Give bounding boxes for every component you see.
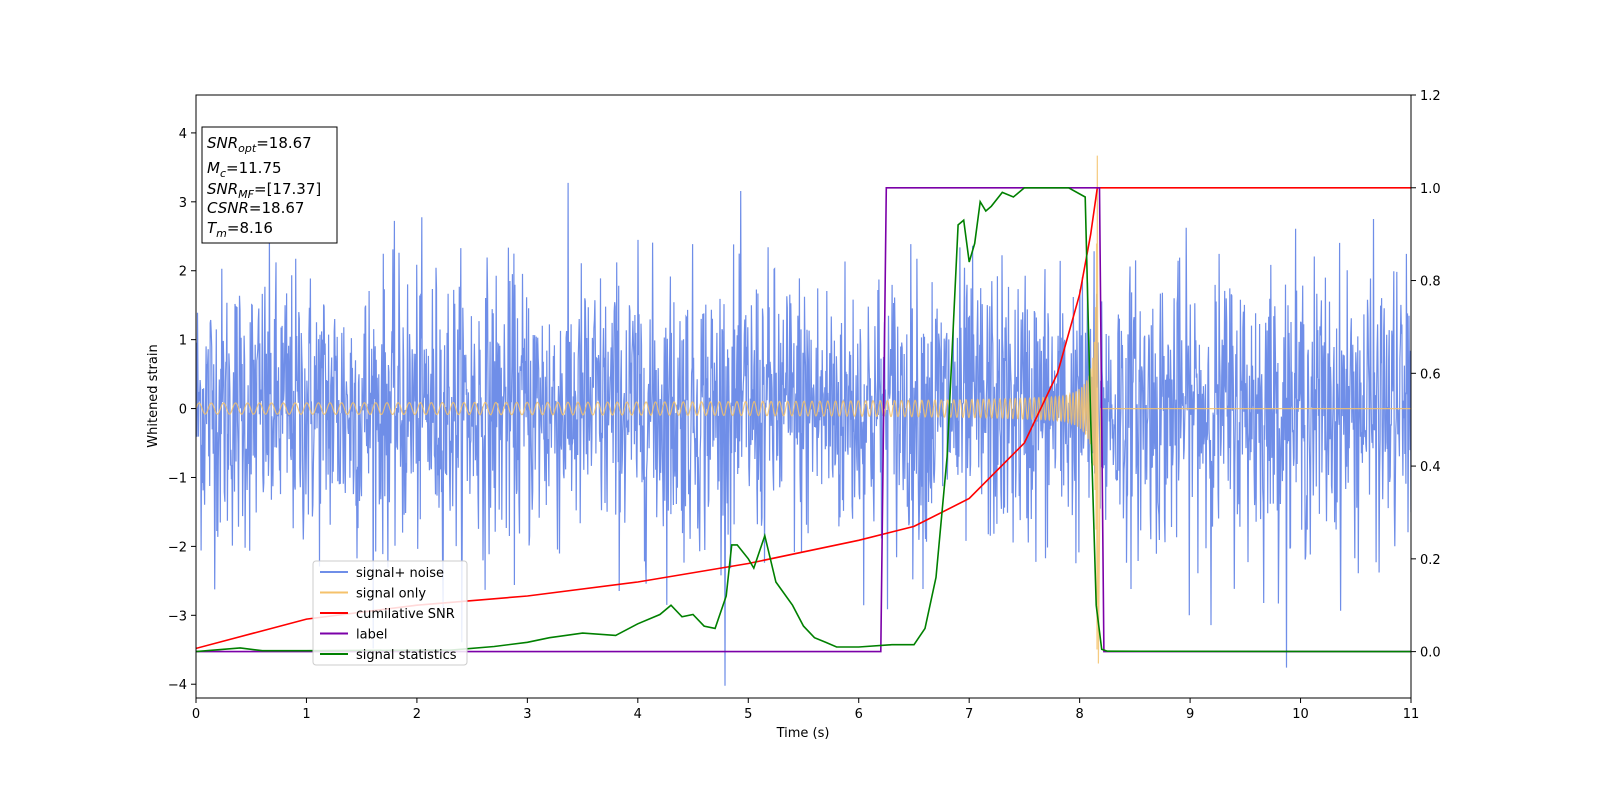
annotation-line: CSNR=18.67 [207,199,304,217]
x-tick-label: 10 [1292,707,1309,722]
y-tick-label-right: 0.6 [1420,367,1441,382]
y-tick-label-left: −3 [168,609,187,624]
y-tick-label-right: 1.2 [1420,89,1441,104]
y-tick-label-left: 2 [179,265,187,280]
y-tick-label-left: 0 [179,403,187,418]
y-tick-label-right: 0.2 [1420,553,1441,568]
annotation-line: Tm=8.16 [207,219,273,240]
legend-entry: cumilative SNR [356,607,455,622]
x-tick-label: 8 [1075,707,1083,722]
y-tick-label-left: 3 [179,196,187,211]
x-tick-label: 2 [413,707,421,722]
legend-entry: signal only [356,587,426,602]
annotation-line: SNRMF=[17.37] [207,180,321,201]
y-tick-label-right: 0.0 [1420,646,1441,661]
legend-entry: signal statistics [356,648,457,663]
legend-frame [312,560,468,666]
x-tick-label: 9 [1186,707,1194,722]
x-tick-label: 0 [192,707,200,722]
y-tick-label-left: −1 [168,471,187,486]
series-line-signal-statistics [196,187,1411,653]
x-tick-label: 6 [855,707,863,722]
y-tick-label-right: 1.0 [1420,182,1441,197]
x-tick-label: 3 [523,707,531,722]
y-axis-right: 0.0 0.2 0.4 0.6 0.8 1.0 1.2 [1411,89,1441,661]
y-axis-label: Whitened strain [146,344,161,447]
x-tick-label: 1 [302,707,310,722]
x-tick-label: 7 [965,707,973,722]
y-tick-label-right: 0.8 [1420,275,1441,290]
annotation-line: SNRopt=18.67 [207,134,312,155]
annotation-line: Mc=11.75 [207,159,282,180]
annotation-box: SNRopt=18.67 Mc=11.75SNRMF=[17.37]CSNR=18… [201,126,338,244]
y-tick-label-right: 0.4 [1420,460,1441,475]
series-layer [196,155,1411,686]
y-axis-left: −4 −3 −2 −1 0 1 2 3 4 [168,127,196,693]
plot-frame [195,94,1412,699]
x-tick-label: 11 [1403,707,1420,722]
annotation-frame [201,126,338,244]
legend-entry: signal+ noise [356,566,444,581]
y-tick-label-left: 1 [179,334,187,349]
x-axis: 0 1 2 3 4 5 6 7 8 9 10 11 [192,698,1419,722]
x-axis-label: Time (s) [776,726,830,741]
legend-entry: label [356,628,387,643]
y-tick-label-left: −4 [168,678,187,693]
legend: signal+ noise signal only cumilative SNR la… [312,560,468,666]
x-tick-label: 4 [634,707,642,722]
series-line-signal-noise [196,182,1411,686]
y-tick-label-left: −2 [168,540,187,555]
y-tick-label-left: 4 [179,127,187,142]
x-tick-label: 5 [744,707,752,722]
series-line-signal-only [196,155,1411,664]
